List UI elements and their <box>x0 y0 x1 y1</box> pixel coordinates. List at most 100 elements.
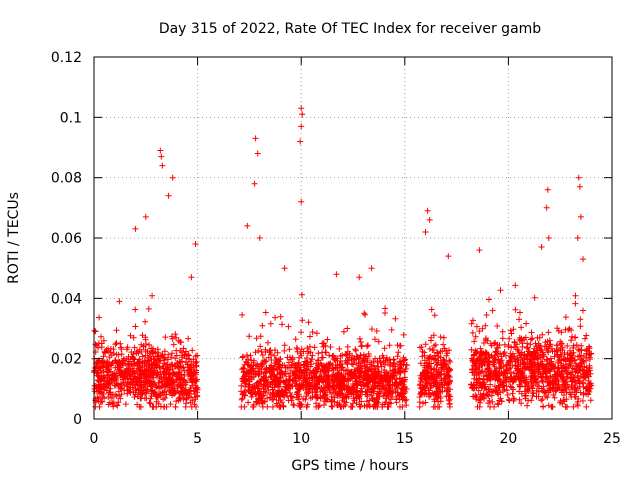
data-point <box>376 393 383 400</box>
data-point <box>121 369 128 376</box>
data-point <box>276 403 283 410</box>
data-point <box>558 329 565 336</box>
data-point <box>518 400 525 407</box>
data-point <box>298 329 304 336</box>
data-point <box>431 379 438 386</box>
data-point <box>583 332 590 339</box>
data-point <box>544 338 551 345</box>
data-point <box>430 378 437 384</box>
data-point <box>398 367 405 374</box>
data-point <box>103 347 110 354</box>
data-point <box>314 381 321 388</box>
data-point <box>298 379 305 386</box>
data-point <box>174 388 181 395</box>
data-point <box>145 377 152 384</box>
data-point <box>522 360 529 367</box>
data-point <box>370 385 377 392</box>
data-point <box>300 361 307 368</box>
data-point <box>193 385 200 392</box>
data-point <box>127 389 134 396</box>
data-point <box>154 371 161 378</box>
data-point <box>482 369 489 375</box>
data-point <box>254 385 261 392</box>
data-point <box>100 368 107 375</box>
data-point <box>344 361 351 368</box>
data-point <box>559 387 566 393</box>
data-point <box>498 362 504 368</box>
data-point <box>548 403 555 410</box>
data-point <box>129 381 136 388</box>
data-point <box>363 376 370 383</box>
data-point <box>313 330 320 337</box>
data-point <box>290 401 297 408</box>
data-point <box>301 362 308 369</box>
data-point <box>362 311 369 318</box>
data-point <box>504 392 511 398</box>
data-point <box>564 403 571 410</box>
data-point <box>192 403 199 410</box>
data-point <box>509 362 516 369</box>
data-point <box>445 253 452 260</box>
data-point <box>576 347 583 354</box>
data-point <box>340 367 347 374</box>
data-point <box>185 335 192 342</box>
data-point <box>188 370 195 377</box>
data-point <box>505 359 512 366</box>
data-point <box>316 374 323 381</box>
data-point <box>577 213 584 220</box>
data-point <box>112 364 119 371</box>
x-tick-label: 15 <box>396 431 414 447</box>
data-point <box>257 333 264 340</box>
data-point <box>572 300 579 307</box>
data-point <box>368 389 375 396</box>
data-point <box>529 385 536 392</box>
data-point <box>578 360 585 367</box>
data-point <box>479 351 485 358</box>
data-point <box>248 357 255 364</box>
data-point <box>428 306 435 313</box>
data-point <box>551 373 558 380</box>
data-point <box>142 213 149 220</box>
data-point <box>315 350 322 357</box>
data-point <box>546 375 553 382</box>
data-point <box>515 359 522 366</box>
data-point <box>295 359 302 366</box>
data-point <box>514 346 521 353</box>
data-point <box>567 347 573 354</box>
x-tick-label: 0 <box>90 431 99 447</box>
data-point <box>399 386 406 393</box>
data-point <box>176 375 183 382</box>
data-point <box>552 387 559 394</box>
data-point <box>540 383 547 390</box>
data-point <box>148 372 155 379</box>
data-point <box>562 385 569 392</box>
data-point <box>468 320 475 327</box>
data-point <box>240 353 247 360</box>
data-point <box>386 342 393 349</box>
data-point <box>477 357 484 364</box>
data-point <box>422 229 429 235</box>
x-axis-label: GPS time / hours <box>291 458 408 474</box>
data-point <box>324 336 331 343</box>
data-point <box>244 222 251 229</box>
data-point <box>394 342 401 349</box>
data-point <box>368 265 375 272</box>
data-point <box>535 356 542 363</box>
data-point <box>253 380 260 387</box>
data-point <box>139 360 146 367</box>
data-point <box>572 334 579 341</box>
data-point <box>239 395 246 402</box>
data-point <box>500 372 507 379</box>
data-point <box>180 345 187 352</box>
data-point <box>330 382 337 389</box>
data-point <box>124 378 131 385</box>
data-point <box>187 387 194 394</box>
data-point <box>139 391 146 398</box>
data-point <box>549 378 556 385</box>
data-point <box>532 340 539 347</box>
data-point <box>362 363 369 370</box>
data-point <box>571 374 578 381</box>
data-point <box>568 383 575 390</box>
data-point <box>433 362 440 369</box>
data-point <box>555 365 562 371</box>
